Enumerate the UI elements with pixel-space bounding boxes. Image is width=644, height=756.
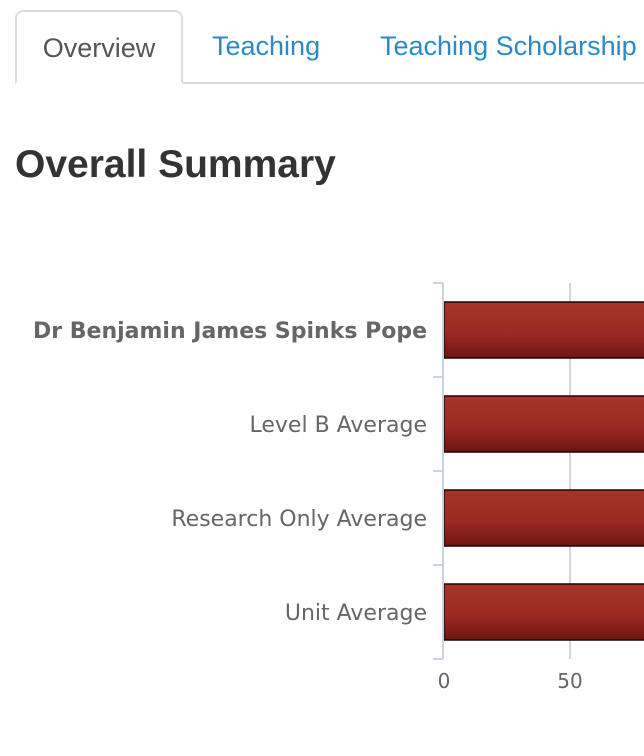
x-tick-label: 0	[438, 669, 451, 693]
bar[interactable]	[443, 395, 644, 453]
tab-overview[interactable]: Overview	[15, 10, 183, 84]
page-title: Overall Summary	[15, 143, 336, 186]
tab-bar-divider	[15, 82, 644, 84]
bar[interactable]	[443, 583, 644, 641]
bar[interactable]	[443, 301, 644, 359]
bar[interactable]	[443, 489, 644, 547]
tab-teaching-scholarship[interactable]: Teaching Scholarship	[380, 31, 637, 61]
tab-teaching[interactable]: Teaching	[212, 31, 321, 61]
tab-bar: Overview Teaching Teaching Scholarship	[0, 0, 644, 84]
category-label: Research Only Average	[171, 507, 427, 532]
category-label: Unit Average	[285, 601, 427, 626]
category-label: Dr Benjamin James Spinks Pope	[33, 319, 427, 344]
category-label: Level B Average	[250, 413, 428, 438]
x-tick-label: 50	[557, 669, 582, 693]
